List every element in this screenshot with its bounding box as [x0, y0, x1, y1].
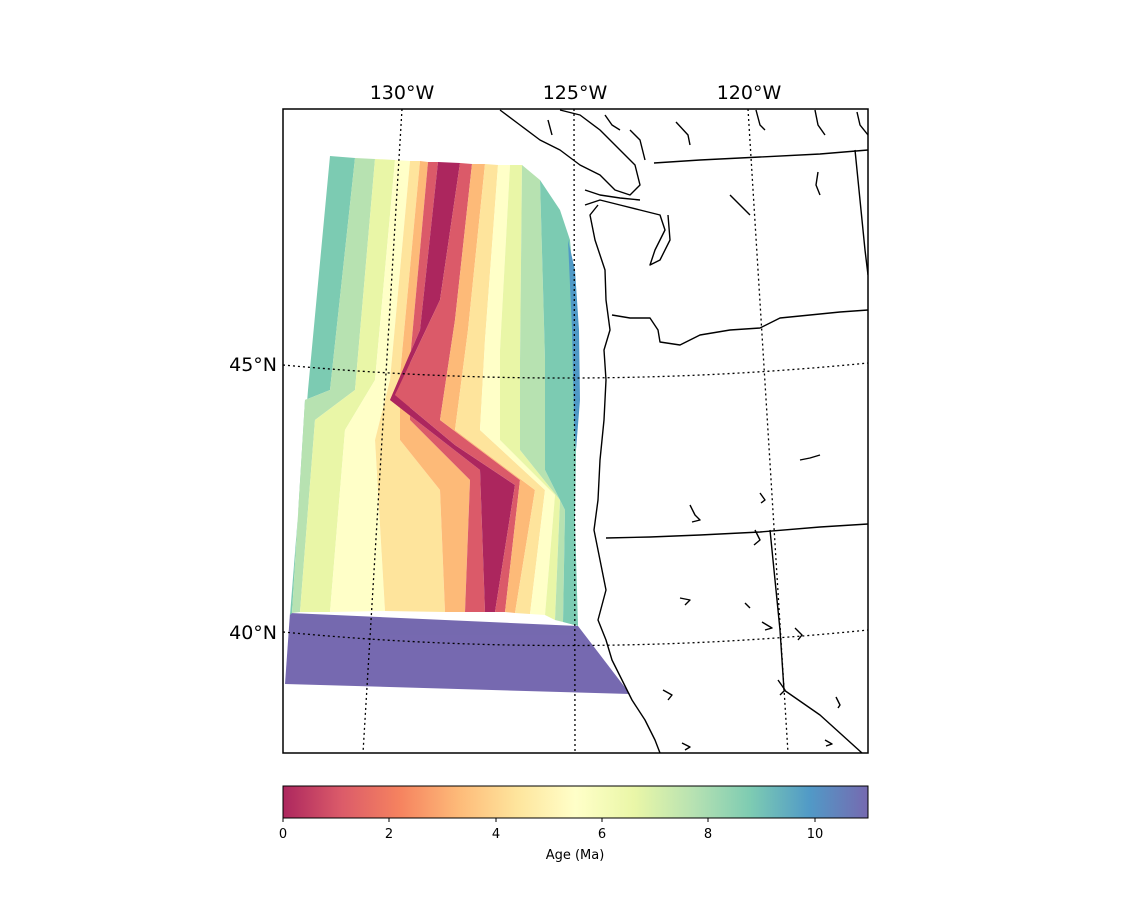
lake-ca-8	[824, 739, 833, 747]
fjord-2	[629, 129, 646, 161]
colorbar-ticks	[282, 818, 816, 822]
cb-tick-label-10: 10	[807, 827, 824, 842]
cb-tick-label-0: 0	[279, 827, 287, 842]
raster-band-south	[285, 613, 630, 694]
raster-band-west-edge	[290, 156, 355, 615]
lake-or-4	[799, 454, 821, 461]
colorbar-bar	[283, 786, 868, 818]
map-frame	[282, 108, 869, 754]
raster-band-ridge	[390, 162, 515, 612]
fjord-3	[547, 119, 553, 136]
raster-band	[395, 163, 520, 612]
puget-sound	[584, 199, 671, 266]
raster-band	[455, 164, 545, 614]
raster-band	[375, 161, 445, 612]
lon-label-120w: 120°W	[717, 82, 782, 104]
lake-ca-9	[681, 742, 691, 751]
lake-or-2	[753, 529, 761, 546]
raster-band-east	[540, 180, 578, 626]
lake-4	[856, 111, 868, 136]
lake-ca-4	[794, 627, 803, 641]
cb-tick-label-4: 4	[492, 827, 500, 842]
ca-nv-border	[769, 529, 863, 753]
colorbar-frame	[282, 785, 869, 819]
raster-band	[330, 160, 410, 612]
juan-de-fuca	[584, 189, 641, 201]
lake-or-1	[689, 504, 701, 523]
raster-band	[520, 165, 565, 622]
columbia-border	[611, 309, 868, 346]
raster-band	[440, 164, 535, 613]
gridlines	[283, 109, 868, 753]
cb-tick-label-6: 6	[598, 827, 606, 842]
lake-2	[755, 109, 766, 131]
idaho-border	[854, 149, 868, 276]
lake-or-3	[759, 492, 766, 504]
lake-ca-3	[761, 621, 773, 631]
cb-tick-label-8: 8	[704, 827, 712, 842]
lake-ca-1	[679, 597, 691, 606]
raster-band	[292, 158, 375, 613]
lake-ca-5	[777, 679, 786, 696]
coastlines	[499, 109, 868, 753]
lake-ca-6	[662, 689, 673, 701]
vancouver-island	[499, 109, 641, 196]
lake-ca-7	[835, 696, 841, 709]
canada-border	[653, 149, 868, 164]
raster-band	[500, 165, 560, 620]
raster-band	[300, 159, 395, 612]
raster-band	[400, 161, 470, 612]
lake-3	[814, 109, 826, 136]
age-raster	[285, 156, 630, 694]
pacific-coastline	[589, 204, 661, 753]
lake-ca-2	[744, 602, 751, 609]
fjord-1	[604, 114, 621, 131]
lon-label-130w: 130°W	[370, 82, 435, 104]
lake-1	[675, 121, 691, 146]
lake-5	[729, 194, 751, 216]
lake-6	[815, 171, 821, 196]
colorbar-title: Age (Ma)	[546, 848, 605, 863]
lat-label-40n: 40°N	[229, 622, 277, 644]
colorbar: 0 2 4 6 8 10 Age (Ma)	[279, 785, 869, 863]
raster-band	[480, 165, 555, 615]
or-ca-border	[605, 523, 868, 539]
lat-label-45n: 45°N	[229, 354, 277, 376]
lon-label-125w: 125°W	[543, 82, 608, 104]
gridline-lon-125w	[573, 109, 576, 753]
cb-tick-label-2: 2	[385, 827, 393, 842]
